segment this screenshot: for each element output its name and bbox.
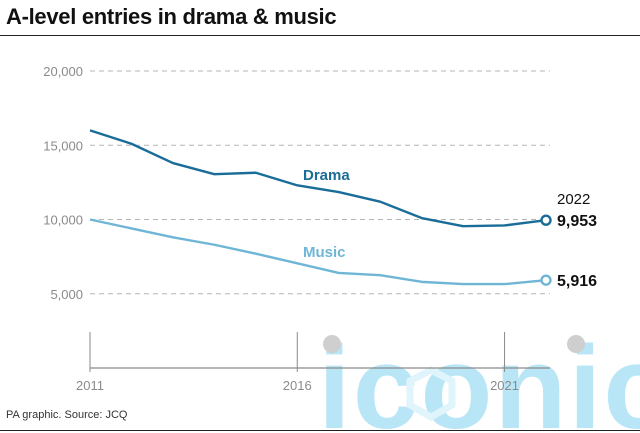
- watermark-text: iconic: [318, 322, 640, 433]
- y-tick-label: 15,000: [43, 138, 83, 153]
- music-end-value: 5,916: [557, 273, 597, 290]
- source-note: PA graphic. Source: JCQ: [6, 409, 128, 421]
- watermark-hexagon: [406, 366, 456, 422]
- watermark-dot-1: [323, 335, 341, 353]
- x-tick-label: 2011: [76, 378, 104, 393]
- x-axis: 2011 2016 2021: [76, 332, 550, 393]
- drama-series-label: Drama: [303, 167, 350, 184]
- gridlines: [90, 70, 550, 295]
- x-tick-label: 2016: [283, 378, 312, 393]
- y-tick-label: 10,000: [43, 213, 83, 228]
- y-tick-label: 5,000: [50, 287, 83, 302]
- drama-end-marker: [540, 214, 552, 226]
- music-line: [89, 218, 547, 286]
- series-labels: Drama Music 2022 9,953 5,916: [303, 167, 597, 290]
- music-end-marker: [540, 274, 552, 286]
- drama-line: [89, 129, 547, 228]
- bottom-divider: [0, 430, 640, 431]
- y-axis-ticks: 5,000 10,000 15,000 20,000: [43, 64, 83, 302]
- watermark-dot-2: [567, 335, 585, 353]
- iconic-watermark: iconic: [318, 322, 640, 433]
- end-year-label: 2022: [557, 191, 590, 208]
- chart-title: A-level entries in drama & music: [6, 4, 337, 29]
- drama-end-value: 9,953: [557, 213, 597, 230]
- music-series-label: Music: [303, 244, 346, 261]
- x-tick-label: 2021: [490, 378, 519, 393]
- y-tick-label: 20,000: [43, 64, 83, 79]
- series-lines: [89, 129, 552, 286]
- title-divider: [0, 35, 640, 36]
